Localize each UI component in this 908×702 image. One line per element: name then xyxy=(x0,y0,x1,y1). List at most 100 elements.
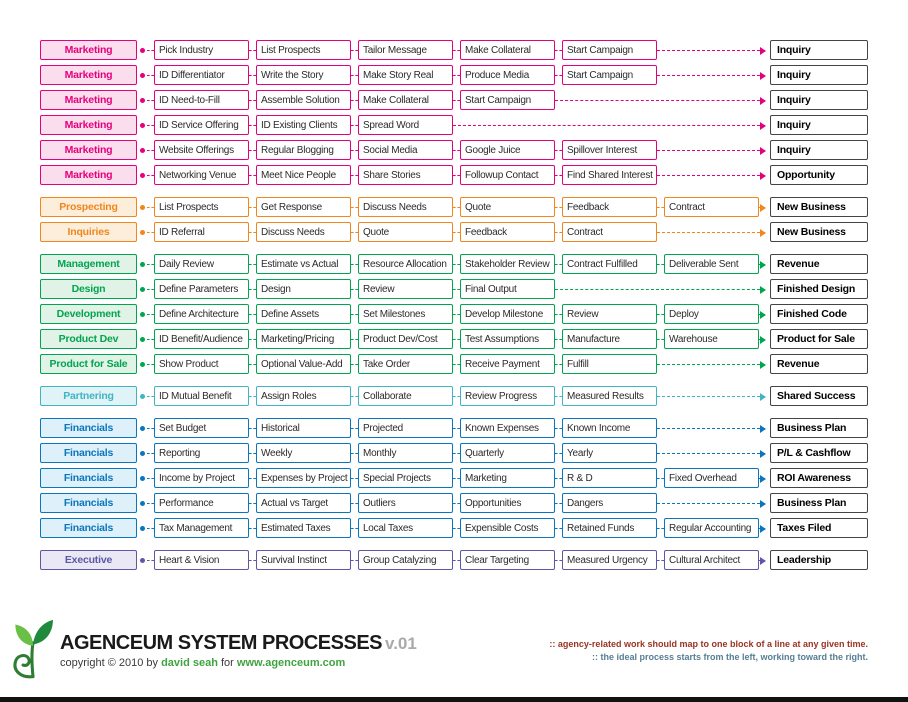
process-step: Contract Fulfilled xyxy=(562,254,657,274)
outcome-label: Finished Code xyxy=(770,304,868,324)
dashed-connector xyxy=(657,313,664,315)
process-step: Marketing xyxy=(460,468,555,488)
arrow-head-icon xyxy=(760,310,766,319)
outcome-label: New Business xyxy=(770,197,868,217)
category-label: Financials xyxy=(40,418,137,438)
process-step: Marketing/Pricing xyxy=(256,329,351,349)
dashed-connector xyxy=(555,206,562,208)
process-step: Start Campaign xyxy=(562,40,657,60)
category-label: Design xyxy=(40,279,137,299)
outcome-label: Revenue xyxy=(770,254,868,274)
process-row: Design Define Parameters Design Review Final… xyxy=(40,279,868,299)
dashed-connector xyxy=(453,263,460,265)
outcome-label: P/L & Cashflow xyxy=(770,443,868,463)
process-step: Feedback xyxy=(460,222,555,242)
arrow-head-icon xyxy=(760,203,766,212)
process-row: Product Dev ID Benefit/Audience Marketing/… xyxy=(40,329,868,349)
dashed-connector xyxy=(351,263,358,265)
process-step: Find Shared Interest xyxy=(562,165,657,185)
process-step: Fulfill xyxy=(562,354,657,374)
process-step: Discuss Needs xyxy=(256,222,351,242)
process-step: Special Projects xyxy=(358,468,453,488)
dashed-connector xyxy=(147,149,154,151)
legend-notes: :: agency-related work should map to one… xyxy=(549,638,868,664)
category-label: Financials xyxy=(40,443,137,463)
arrow-connector xyxy=(657,46,766,55)
process-step: Take Order xyxy=(358,354,453,374)
process-step: Assign Roles xyxy=(256,386,351,406)
arrow-connector xyxy=(657,171,766,180)
process-step: Manufacture xyxy=(562,329,657,349)
connector-dot-icon xyxy=(140,72,145,78)
dashed-connector xyxy=(249,174,256,176)
footer: AGENCEUM SYSTEM PROCESSES v.01 copyright … xyxy=(10,616,898,682)
process-step: ID Service Offering xyxy=(154,115,249,135)
process-step: Regular Accounting xyxy=(664,518,759,538)
process-step: Followup Contact xyxy=(460,165,555,185)
process-step: Clear Targeting xyxy=(460,550,555,570)
dashed-connector xyxy=(147,206,154,208)
dashed-connector xyxy=(147,502,154,504)
dashed-connector xyxy=(249,395,256,397)
category-label: Product for Sale xyxy=(40,354,137,374)
process-step: Start Campaign xyxy=(460,90,555,110)
arrow-head-icon xyxy=(760,449,766,458)
connector-dot-icon xyxy=(140,393,145,399)
process-step: List Prospects xyxy=(154,197,249,217)
dashed-connector xyxy=(351,288,358,290)
dashed-connector xyxy=(555,74,562,76)
dashed-connector xyxy=(453,338,460,340)
dashed-connector xyxy=(249,313,256,315)
process-row: Executive Heart & Vision Survival Instinct… xyxy=(40,550,868,570)
dashed-connector xyxy=(351,49,358,51)
arrow-head-icon xyxy=(760,556,766,565)
dashed-connector xyxy=(657,559,664,561)
dashed-connector xyxy=(147,263,154,265)
process-step: Optional Value-Add xyxy=(256,354,351,374)
dashed-connector xyxy=(453,477,460,479)
dashed-connector xyxy=(351,124,358,126)
copyright-for: for xyxy=(220,657,234,669)
site-link[interactable]: www.agenceum.com xyxy=(236,657,346,669)
dashed-connector xyxy=(555,363,562,365)
process-step: Contract xyxy=(562,222,657,242)
arrow-connector xyxy=(759,335,766,344)
process-step: Measured Urgency xyxy=(562,550,657,570)
process-row: Marketing Networking Venue Meet Nice Peopl… xyxy=(40,165,868,185)
process-step: Final Output xyxy=(460,279,555,299)
dashed-connector xyxy=(555,49,562,51)
process-step: Actual vs Target xyxy=(256,493,351,513)
dashed-connector xyxy=(351,527,358,529)
dashed-connector xyxy=(555,527,562,529)
dashed-connector xyxy=(249,149,256,151)
category-label: Financials xyxy=(40,493,137,513)
outcome-label: New Business xyxy=(770,222,868,242)
dashed-connector xyxy=(453,395,460,397)
arrow-head-icon xyxy=(760,474,766,483)
connector-dot-icon xyxy=(140,336,145,342)
process-row: Financials Tax Management Estimated Taxes L… xyxy=(40,518,868,538)
arrow-head-icon xyxy=(760,524,766,533)
dashed-connector xyxy=(351,338,358,340)
arrow-connector xyxy=(657,392,766,401)
process-step: Review xyxy=(358,279,453,299)
arrow-head-icon xyxy=(760,71,766,80)
process-step: Share Stories xyxy=(358,165,453,185)
category-label: Marketing xyxy=(40,140,137,160)
category-label: Marketing xyxy=(40,115,137,135)
process-step: Make Collateral xyxy=(460,40,555,60)
process-step: Known Income xyxy=(562,418,657,438)
outcome-label: Finished Design xyxy=(770,279,868,299)
dashed-connector xyxy=(351,395,358,397)
dashed-connector xyxy=(351,452,358,454)
dashed-connector xyxy=(453,313,460,315)
arrow-head-icon xyxy=(760,360,766,369)
connector-dot-icon xyxy=(140,47,145,53)
outcome-label: Inquiry xyxy=(770,115,868,135)
process-step: Stakeholder Review xyxy=(460,254,555,274)
process-step: Test Assumptions xyxy=(460,329,555,349)
arrow-head-icon xyxy=(760,335,766,344)
dashed-connector xyxy=(555,263,562,265)
author-link[interactable]: david seah xyxy=(161,657,218,669)
